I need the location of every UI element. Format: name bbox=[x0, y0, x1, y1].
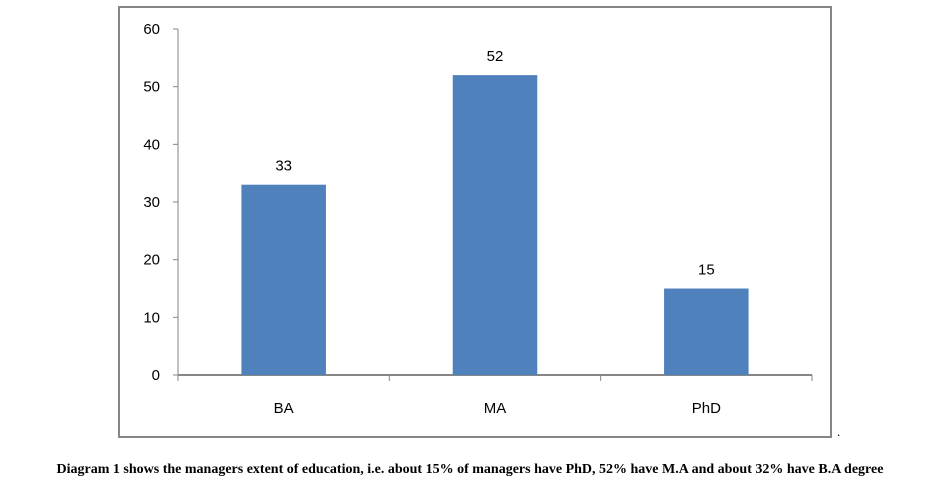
y-tick-label: 50 bbox=[143, 79, 160, 96]
data-label: 33 bbox=[275, 158, 292, 175]
bar-phd bbox=[664, 288, 749, 375]
trailing-mark: . bbox=[837, 424, 841, 439]
y-tick-label: 40 bbox=[143, 136, 160, 153]
y-tick-label: 0 bbox=[152, 367, 160, 384]
category-label: BA bbox=[274, 400, 294, 417]
y-tick-label: 10 bbox=[143, 309, 160, 326]
data-label: 52 bbox=[487, 48, 504, 65]
category-label: MA bbox=[484, 400, 507, 417]
bar-ba bbox=[241, 184, 326, 375]
y-tick-label: 20 bbox=[143, 252, 160, 269]
figure-caption: Diagram 1 shows the managers extent of e… bbox=[56, 462, 884, 477]
bar-ma bbox=[452, 75, 538, 375]
y-tick-label: 30 bbox=[143, 194, 160, 211]
y-tick-label: 60 bbox=[143, 21, 160, 38]
data-label: 15 bbox=[698, 262, 715, 279]
category-label: PhD bbox=[692, 400, 721, 417]
